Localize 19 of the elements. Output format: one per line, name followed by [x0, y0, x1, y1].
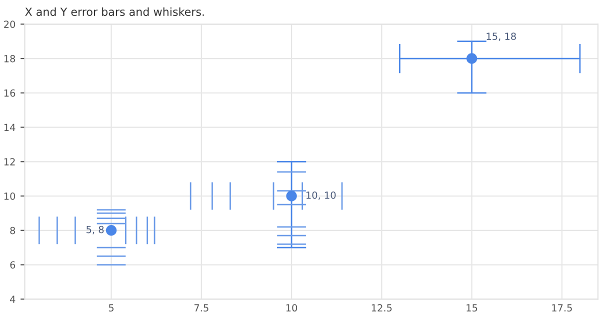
y-tick-label: 10: [4, 192, 16, 200]
x-tick-label: 10: [286, 304, 298, 312]
data-label: 10, 10: [306, 191, 336, 200]
x-tick-label: 7.5: [194, 304, 208, 312]
y-tick-label: 8: [10, 226, 16, 234]
y-tick-label: 14: [4, 124, 16, 131]
y-tick-label: 20: [4, 20, 16, 28]
chart-title: X and Y error bars and whiskers.: [25, 7, 204, 16]
data-label: 5, 8: [86, 226, 104, 234]
y-tick-label: 12: [4, 158, 15, 166]
y-tick-label: 6: [10, 261, 16, 269]
y-tick-label: 16: [4, 89, 16, 97]
x-tick-label: 17.5: [552, 304, 572, 312]
y-tick-label: 4: [10, 296, 16, 303]
data-label: 15, 18: [486, 32, 516, 41]
x-tick-label: 15: [466, 304, 478, 312]
x-tick-label: 12.5: [372, 304, 392, 312]
y-tick-label: 18: [4, 55, 16, 62]
x-tick-label: 5: [108, 304, 114, 312]
